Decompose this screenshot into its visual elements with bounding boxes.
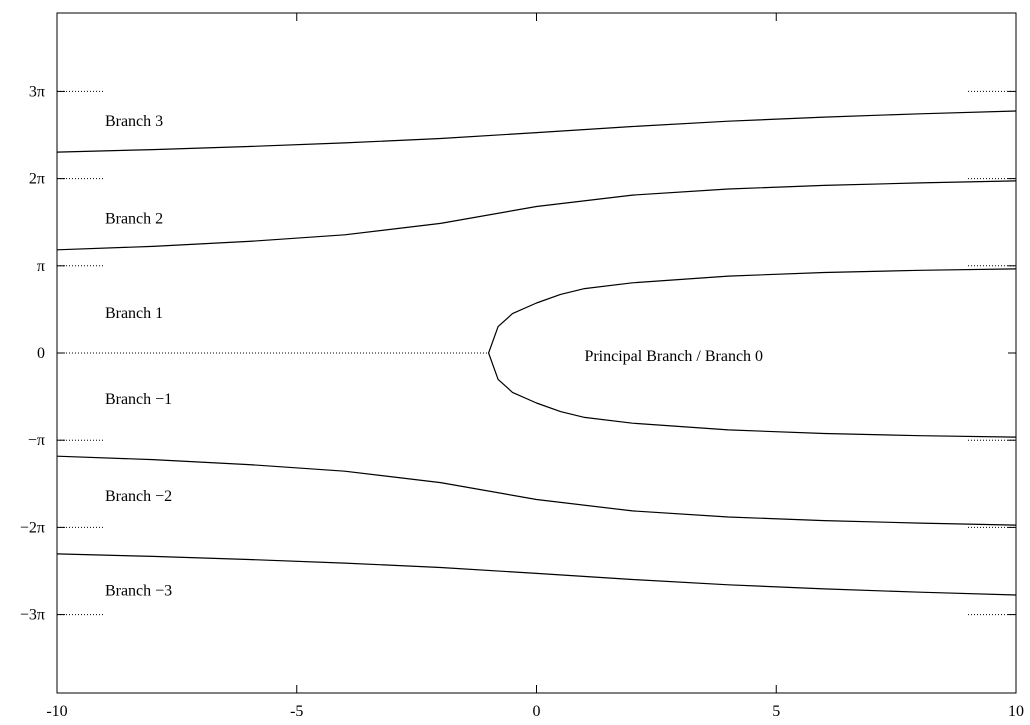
branch-curves (56, 110, 1017, 596)
branch-curve-4 (56, 553, 1017, 596)
x-tick-labels: -10 -5 0 5 10 (46, 703, 1024, 720)
branch-label-0: Branch 3 (105, 113, 163, 130)
branch-label-4: Branch −1 (105, 391, 172, 408)
branch-annotations: Branch 3 Branch 2 Branch 1 Principal Branch… (105, 113, 763, 599)
branch-curve-2 (488, 268, 1017, 438)
branch-label-2: Branch 1 (105, 305, 163, 322)
y-tick-label: −3π (20, 607, 45, 624)
branch-curve-3 (56, 455, 1017, 526)
branch-curve-1 (56, 180, 1017, 251)
y-tick-label: 2π (29, 171, 45, 188)
reference-lines (57, 90, 1016, 616)
y-tick-label: 0 (37, 345, 45, 362)
branch-label-3: Principal Branch / Branch 0 (584, 348, 763, 365)
x-tick-label: 0 (533, 703, 541, 720)
x-tick-label: -5 (290, 703, 303, 720)
x-tick-label: -10 (46, 703, 67, 720)
y-tick-label: −2π (20, 519, 45, 536)
y-tick-labels: 3π 2π π 0 −π −2π −3π (20, 83, 45, 623)
y-tick-label: −π (28, 432, 45, 449)
branch-label-5: Branch −2 (105, 488, 172, 505)
branch-label-6: Branch −3 (105, 582, 172, 599)
axis-ticks (56, 13, 1017, 693)
x-tick-label: 5 (772, 703, 780, 720)
branch-curve-0 (56, 110, 1017, 153)
x-tick-label: 10 (1008, 703, 1024, 720)
y-tick-label: 3π (29, 83, 45, 100)
y-tick-label: π (37, 258, 45, 275)
branch-label-1: Branch 2 (105, 210, 163, 227)
